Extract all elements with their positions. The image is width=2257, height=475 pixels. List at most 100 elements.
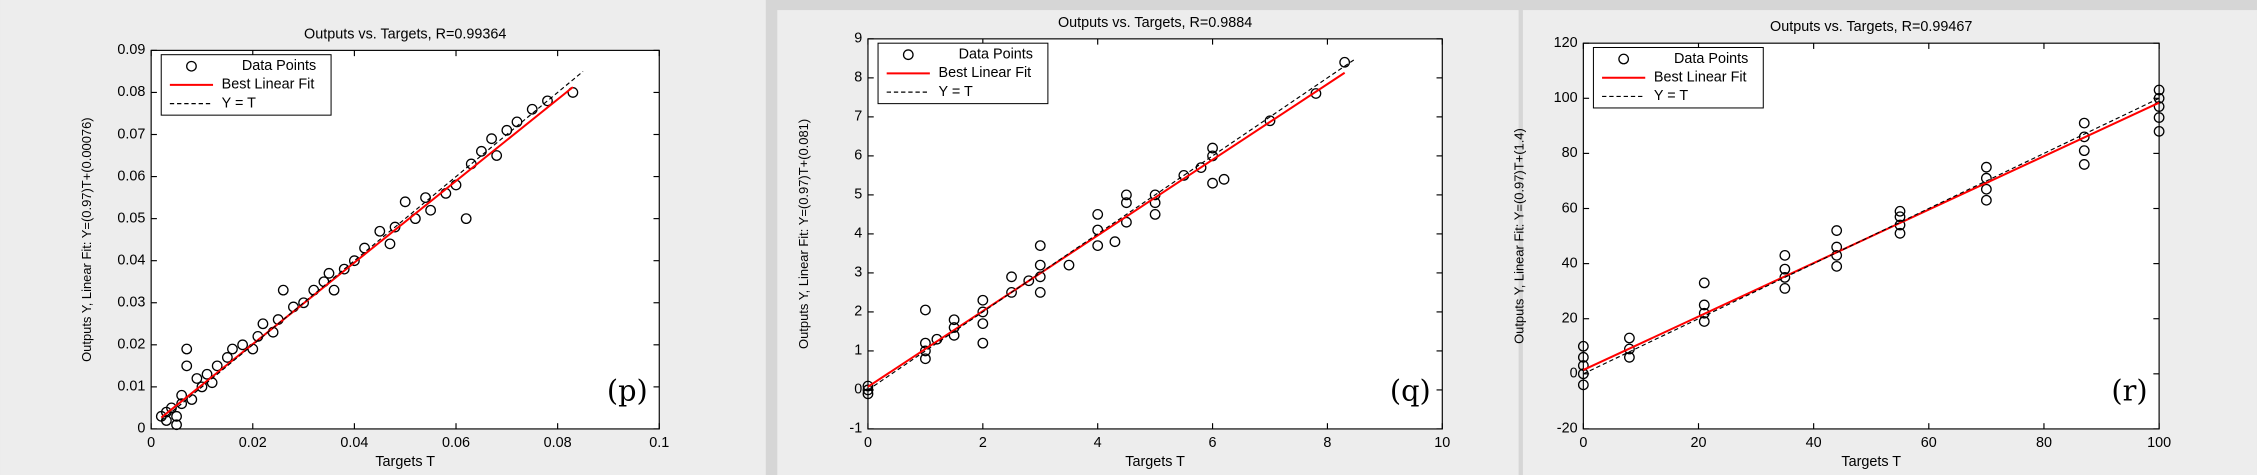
legend-label: Y = T [222,95,256,111]
data-point [1779,249,1791,261]
y-tick-label: 0 [854,382,862,398]
data-point [171,410,182,422]
data-point [211,360,223,372]
x-tick-label: 0.08 [544,435,572,451]
legend-marker [902,49,914,61]
y-tick-label: 6 [854,148,862,164]
data-point [542,95,553,107]
y-tick-label: 0.05 [117,210,145,226]
data-point [2078,145,2090,157]
y-tick-label: 0.08 [117,84,145,100]
data-point [862,384,874,396]
data-point [196,381,208,393]
legend-marker [186,60,197,72]
x-tick-label: 60 [1921,435,1937,451]
data-point [227,343,238,355]
data-point [181,360,193,372]
data-point [1063,259,1075,271]
panel-label: (r) [2111,373,2147,407]
data-point [1092,240,1104,252]
data-point [1034,287,1046,298]
y-tick-label: -20 [1557,421,1578,437]
y-tick-label: 40 [1562,255,1578,271]
data-point [920,304,931,316]
data-point [1121,189,1132,201]
data-point [1698,277,1710,289]
data-point [1624,332,1635,344]
legend-label: Best Linear Fit [222,77,315,93]
data-point [181,343,193,355]
x-tick-label: 0 [864,435,872,451]
y-tick-label: 4 [854,226,862,242]
x-tick-label: 2 [979,435,987,451]
data-point [1264,115,1276,127]
fit-line [160,86,574,419]
x-tick-label: 4 [1094,435,1102,451]
data-point [1894,205,1906,217]
y-tick-label: 0.03 [117,295,145,311]
legend-label: Best Linear Fit [1654,70,1747,86]
legend-label: Y = T [1654,88,1688,104]
y-tick-label: 2 [854,304,862,320]
identity-line [160,70,584,421]
data-point [1698,316,1710,327]
y-tick-label: 80 [1562,145,1578,161]
x-tick-label: 0.06 [442,435,470,451]
y-axis-label: Outputs Y, Linear Fit: Y=(0.97)T+(0.0007… [79,117,94,362]
legend-label: Data Points [242,58,316,74]
legend-label: Best Linear Fit [939,65,1032,81]
data-point [374,225,386,237]
data-point [1207,142,1218,154]
y-tick-label: 1 [854,343,862,359]
data-point [348,255,360,267]
y-tick-label: 0 [1570,366,1578,382]
data-point [1980,194,1992,206]
data-point [948,314,960,326]
data-point [1149,208,1161,220]
y-tick-label: 60 [1562,200,1578,216]
data-point [298,297,309,309]
data-point [257,318,269,330]
y-tick-label: 20 [1562,311,1578,327]
data-point [491,150,503,161]
chart-title: Outputs vs. Targets, R=0.9884 [1058,15,1252,31]
data-point [201,368,213,380]
x-axis-label: Targets T [1125,454,1185,470]
x-tick-label: 100 [2147,435,2171,451]
y-tick-label: 0.04 [117,252,145,268]
chart-title: Outputs vs. Targets, R=0.99467 [1770,19,1972,35]
chart-panel: 0 0.02 0.04 0.06 0.08 0.1 0 0.01 0.02 0.03 0.04 0.0… [0,0,766,475]
data-point [1831,260,1843,272]
chart-title: Outputs vs. Targets, R=0.99364 [304,26,506,42]
data-point [476,145,487,157]
data-point [328,284,340,296]
data-point [176,398,188,410]
data-point [1980,183,1992,195]
data-point [338,263,350,275]
data-point [1207,177,1218,189]
y-tick-label: 3 [854,265,862,281]
data-point [1779,283,1791,294]
data-point [425,204,437,216]
data-point [277,284,289,296]
data-point [2078,159,2090,170]
legend-marker [1618,53,1630,65]
legend-label: Y = T [939,84,973,100]
data-point [1624,351,1635,363]
x-tick-label: 8 [1323,435,1331,451]
y-tick-label: 8 [854,70,862,86]
data-point [1894,227,1906,239]
data-point [486,133,497,145]
data-point [1006,287,1017,298]
y-tick-label: 0.06 [117,168,145,184]
data-point [1339,56,1351,68]
data-point [1121,197,1132,209]
data-point [1577,379,1589,391]
x-tick-label: 0.02 [239,435,267,451]
data-point [1779,271,1791,283]
x-tick-label: 20 [1691,435,1707,451]
